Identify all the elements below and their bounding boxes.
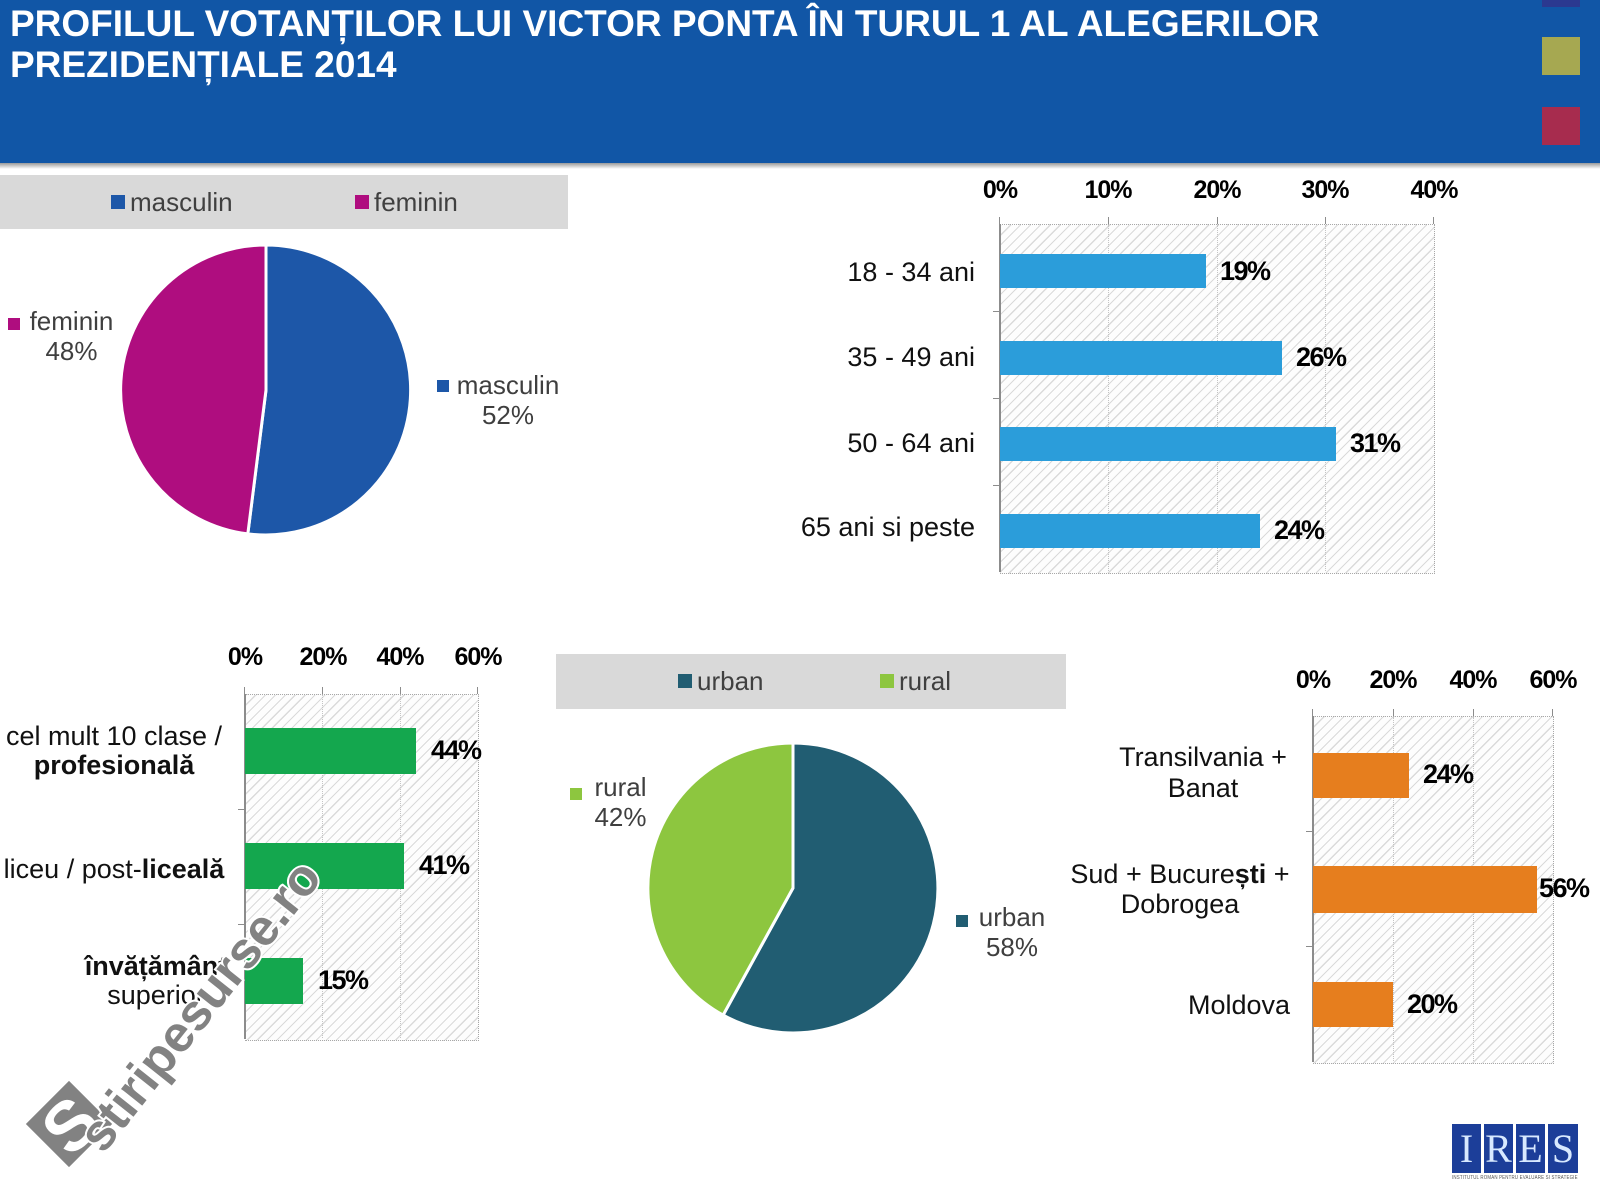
svg-text:S: S [26,1081,114,1169]
